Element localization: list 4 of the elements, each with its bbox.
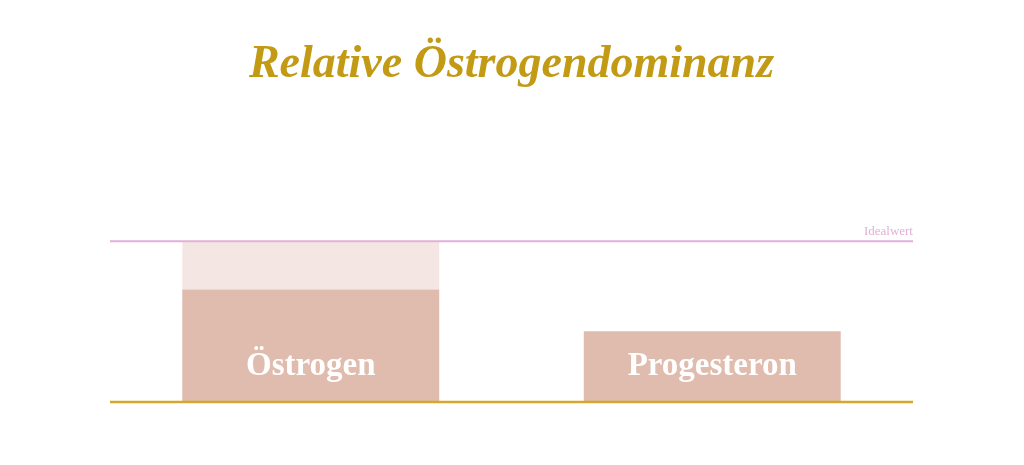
chart-title: Relative Östrogendominanz xyxy=(247,36,775,88)
x-tick-label: Progesteron xyxy=(627,345,797,382)
x-tick-label: Östrogen xyxy=(245,345,376,382)
ref-line-label: Idealwert xyxy=(863,223,914,239)
